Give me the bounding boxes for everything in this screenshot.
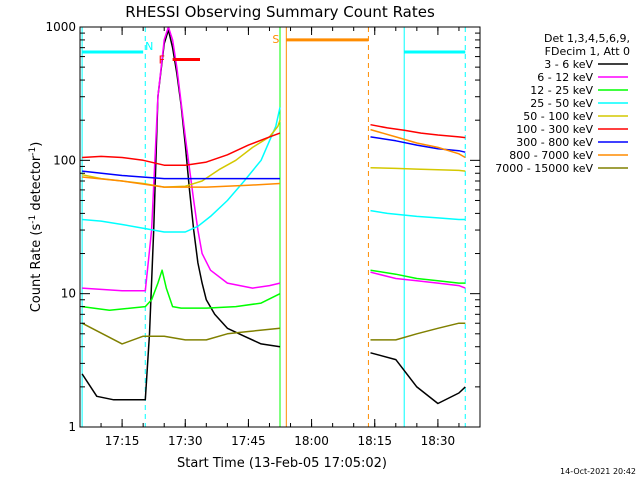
y-axis-label-part3: ) [29,142,44,147]
y-axis-ticks: 1 10 100 1000 [45,20,480,434]
y-tick-label-3: 1000 [45,20,76,34]
series-line-3-6-kev-seg1 [370,352,466,405]
x-tick-label-1: 17:30 [168,434,203,448]
legend-header-line2: FDecim 1, Att 0 [545,45,630,58]
series-line-12-25-kev-seg1 [370,269,466,284]
legend-label-7000-15000-kev: 7000 - 15000 keV [495,162,593,175]
legend-label-12-25-kev: 12 - 25 keV [530,84,593,97]
legend-label-6-12-kev: 6 - 12 keV [537,71,593,84]
series-line-6-12-kev-seg1 [370,271,466,289]
series-line-7000-15000-kev-seg1 [370,322,466,341]
series-line-800-7000-kev-seg1 [370,128,466,159]
x-axis-label: Start Time (13-Feb-05 17:05:02) [177,456,387,471]
legend-label-3-6-kev: 3 - 6 keV [544,58,593,71]
series-line-25-50-kev-seg1 [370,209,466,221]
series-line-25-50-kev-seg0 [82,107,281,233]
chart-title: RHESSI Observing Summary Count Rates [125,3,435,21]
plot-frame [79,26,481,428]
x-tick-label-4: 18:15 [357,434,392,448]
legend-label-100-300-kev: 100 - 300 keV [516,123,593,136]
legend-label-50-100-kev: 50 - 100 keV [523,110,593,123]
series-layer [81,27,466,405]
y-axis-label-part1: Count Rate (s [29,224,44,313]
x-tick-label-5: 18:30 [421,434,456,448]
series-line-300-800-kev-seg0 [82,170,280,180]
y-tick-label-2: 100 [53,153,76,167]
legend-label-25-50-kev: 25 - 50 keV [530,97,593,110]
series-line-6-12-kev-seg0 [82,27,281,292]
y-axis-label-part2: detector [29,155,44,215]
legend-header-line1: Det 1,3,4,5,6,9, [544,32,630,45]
x-axis-ticks: 17:15 17:30 17:45 18:00 18:15 18:30 [79,27,481,448]
series-line-7000-15000-kev-seg0 [81,322,281,345]
series-line-12-25-kev-seg0 [81,269,281,312]
timestamp: 14-Oct-2021 20:42 [560,467,636,476]
flags-layer: NF S [82,33,466,67]
saa-flag-label: S [272,33,279,46]
legend-label-800-7000-kev: 800 - 7000 keV [509,149,593,162]
y-axis-label-sup1: -1 [28,215,38,224]
series-line-800-7000-kev-seg0 [82,176,281,188]
x-tick-label-3: 18:00 [294,434,329,448]
flare-flag-label: F [159,54,165,67]
legend-label-300-800-kev: 300 - 800 keV [516,136,593,149]
series-line-50-100-kev-seg1 [370,166,466,172]
series-line-300-800-kev-seg1 [370,136,466,153]
y-axis-label-sup2: -1 [28,147,38,156]
vertical-marker-lines [81,27,466,427]
y-tick-label-1: 10 [61,287,76,301]
x-tick-label-0: 17:15 [105,434,140,448]
y-tick-label-0: 1 [68,420,76,434]
legend: Det 1,3,4,5,6,9, FDecim 1, Att 0 3 - 6 k… [495,32,630,175]
x-tick-label-2: 17:45 [231,434,266,448]
night-flag-label: N [145,40,153,53]
series-line-100-300-kev-seg1 [370,123,466,139]
y-axis-label: Count Rate (s-1 detector-1) [28,142,44,313]
series-line-100-300-kev-seg0 [82,132,281,166]
